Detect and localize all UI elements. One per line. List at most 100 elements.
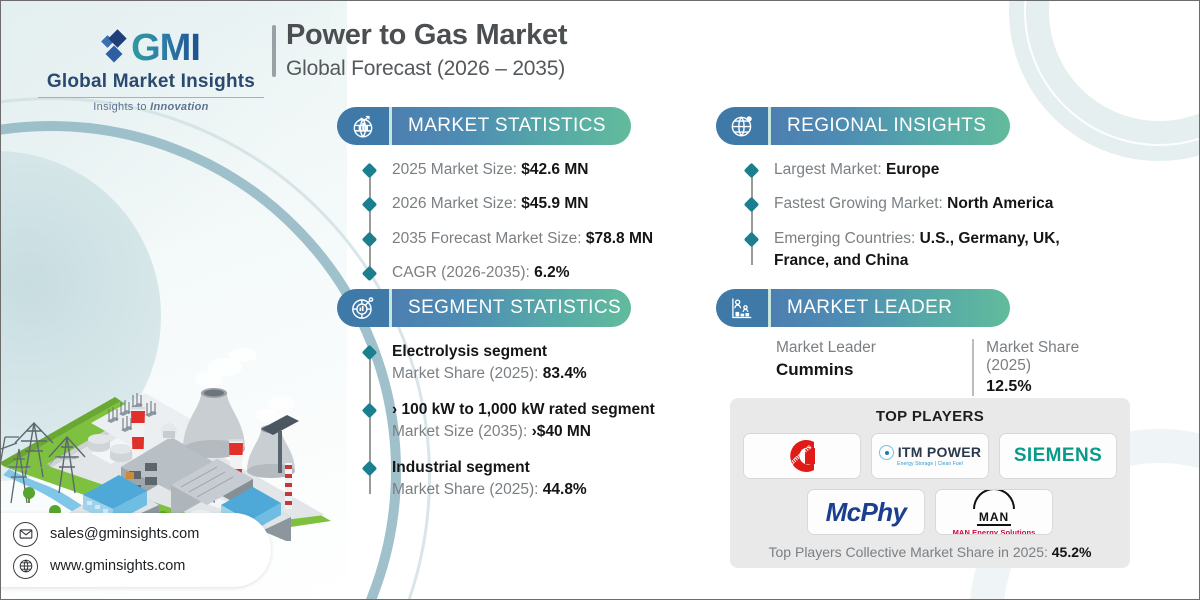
stat-value: $45.9 MN xyxy=(521,195,589,213)
segment-value: 83.4% xyxy=(542,365,587,383)
contact-website-row[interactable]: www.gminsights.com xyxy=(13,553,271,579)
envelope-icon xyxy=(13,521,38,547)
globe-pin-icon xyxy=(716,107,768,145)
top-players-panel: TOP PLAYERS Cummins ITM POWER Energy Sto… xyxy=(730,398,1130,568)
list-spine xyxy=(369,349,371,494)
collective-share-label: Top Players Collective Market Share in 2… xyxy=(768,544,1052,560)
decorative-ring-top-right-inner xyxy=(1024,1,1199,146)
player-logo-mcphy[interactable]: McPhy xyxy=(807,489,925,535)
bullet-diamond-icon xyxy=(361,231,378,248)
top-players-logo-grid: Cummins ITM POWER Energy Storage | Clean… xyxy=(742,433,1118,535)
region-label: Emerging Countries: xyxy=(774,229,920,247)
market-statistics-icon xyxy=(337,107,389,145)
market-share-value: 12.5% xyxy=(986,378,1032,395)
regional-insights-title-bar: REGIONAL INSIGHTS xyxy=(768,107,1010,145)
bullet-diamond-icon xyxy=(361,460,378,477)
regional-insights-heading: REGIONAL INSIGHTS xyxy=(787,115,987,136)
bullet-diamond-icon xyxy=(361,162,378,179)
gmi-company-name: Global Market Insights xyxy=(46,71,256,92)
market-statistics-title-bar: MARKET STATISTICS xyxy=(389,107,631,145)
list-item: › 100 kW to 1,000 kW rated segment Market… xyxy=(361,399,694,444)
market-leader-name: Cummins xyxy=(776,360,854,379)
page-title-block: Power to Gas Market Global Forecast (202… xyxy=(286,19,567,81)
region-label: Largest Market: xyxy=(774,161,886,178)
logo-divider xyxy=(38,97,264,98)
stat-label: 2026 Market Size: xyxy=(392,195,522,213)
tagline-plain: Insights to xyxy=(93,101,151,113)
list-item: Electrolysis segment Market Share (2025):… xyxy=(361,341,694,386)
itm-atom-icon xyxy=(878,445,894,461)
page-subtitle: Global Forecast (2026 – 2035) xyxy=(286,57,566,80)
stat-value: $78.8 MN xyxy=(585,229,654,247)
list-item: Fastest Growing Market: North America xyxy=(743,193,1106,215)
bullet-diamond-icon xyxy=(361,197,378,213)
region-label: Fastest Growing Market: xyxy=(774,195,948,213)
gmi-tagline: Insights to Innovation xyxy=(16,101,286,113)
segment-name: Electrolysis segment xyxy=(392,343,548,360)
man-arc-icon xyxy=(973,490,1015,509)
list-item: Emerging Countries: U.S., Germany, UK, F… xyxy=(743,228,1106,273)
market-statistics-header: MARKET STATISTICS xyxy=(337,107,631,145)
segment-value: 44.8% xyxy=(542,481,587,499)
market-leader-label: Market Leader xyxy=(776,339,876,356)
region-value: North America xyxy=(947,195,1054,213)
bullet-diamond-icon xyxy=(361,402,378,419)
list-item: Industrial segment Market Share (2025): 4… xyxy=(361,457,694,502)
segment-name: › 100 kW to 1,000 kW rated segment xyxy=(392,400,655,418)
segment-label: Market Share (2025): xyxy=(392,365,543,383)
market-leader-details: Market Leader Cummins Market Share (2025… xyxy=(776,339,1116,396)
man-logo-subtitle: MAN Energy Solutions xyxy=(952,527,1036,535)
segment-statistics-heading: SEGMENT STATISTICS xyxy=(408,297,622,318)
player-logo-man-energy-solutions[interactable]: MAN MAN Energy Solutions xyxy=(935,489,1053,535)
list-item: Largest Market: Europe xyxy=(743,159,1106,181)
stat-label: 2035 Forecast Market Size: xyxy=(392,229,586,247)
itm-tagline: Energy Storage | Clean Fuel xyxy=(897,461,963,468)
page-title: Power to Gas Market xyxy=(286,19,568,51)
globe-icon xyxy=(13,553,38,579)
list-item: 2035 Forecast Market Size: $78.8 MN xyxy=(361,228,694,250)
segment-label: Market Share (2025): xyxy=(392,481,543,499)
tagline-emphasis: Innovation xyxy=(150,101,209,113)
collective-share-value: 45.2% xyxy=(1051,544,1092,560)
itm-name: ITM POWER xyxy=(897,443,982,460)
top-players-footer: Top Players Collective Market Share in 2… xyxy=(742,544,1118,560)
market-leader-heading: MARKET LEADER xyxy=(787,297,953,318)
siemens-logo-text: SIEMENS xyxy=(1013,445,1103,466)
regional-insights-header: REGIONAL INSIGHTS xyxy=(716,107,1010,145)
stat-value: $42.6 MN xyxy=(521,161,589,178)
regional-insights-list: Largest Market: Europe Fastest Growing M… xyxy=(743,159,1106,273)
player-logo-cummins[interactable]: Cummins xyxy=(743,433,861,479)
segment-name: Industrial segment xyxy=(392,458,530,476)
segment-label: Market Size (2035): xyxy=(392,423,532,441)
podium-leader-icon xyxy=(716,289,768,327)
mcphy-logo-text: McPhy xyxy=(825,496,907,527)
player-logo-itm-power[interactable]: ITM POWER Energy Storage | Clean Fuel xyxy=(871,433,989,479)
bullet-diamond-icon xyxy=(743,231,760,248)
segment-statistics-icon xyxy=(337,289,389,327)
segment-statistics-list: Electrolysis segment Market Share (2025):… xyxy=(361,341,694,502)
segment-value: ›$40 MN xyxy=(531,423,591,441)
top-players-heading: TOP PLAYERS xyxy=(875,408,985,425)
player-logo-siemens[interactable]: SIEMENS xyxy=(999,433,1117,479)
man-logo: MAN MAN Energy Solutions xyxy=(952,490,1036,535)
list-spine xyxy=(751,167,753,265)
bullet-diamond-icon xyxy=(743,162,760,179)
segment-statistics-header: SEGMENT STATISTICS xyxy=(337,289,631,327)
gmi-logo: GMI Global Market Insights Insights to I… xyxy=(16,29,286,113)
itm-power-logo: ITM POWER Energy Storage | Clean Fuel xyxy=(878,443,982,468)
region-value: Europe xyxy=(886,161,940,178)
gmi-logo-text: GMI xyxy=(131,27,201,69)
power-plant-illustration xyxy=(1,271,341,543)
contact-website: www.gminsights.com xyxy=(50,558,186,574)
region-value: U.S., Germany, UK, France, and China xyxy=(774,229,1060,270)
title-accent-bar xyxy=(272,25,276,77)
cummins-logo-icon: Cummins xyxy=(785,440,815,472)
list-item: CAGR (2026-2035): 6.2% xyxy=(361,262,694,284)
bullet-diamond-icon xyxy=(743,197,760,213)
contact-email-row[interactable]: sales@gminsights.com xyxy=(13,521,271,547)
market-statistics-list: 2025 Market Size: $42.6 MN 2026 Market S… xyxy=(361,159,694,285)
market-statistics-heading: MARKET STATISTICS xyxy=(408,115,606,136)
market-share-label: Market Share (2025) xyxy=(986,339,1080,374)
man-logo-text: MAN xyxy=(976,509,1012,526)
